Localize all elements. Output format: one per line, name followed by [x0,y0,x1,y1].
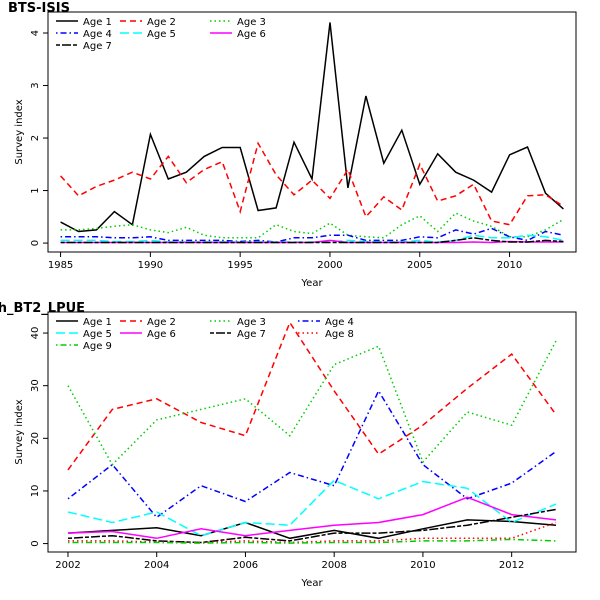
plot-box [47,11,577,253]
x-tick-label: 1990 [138,260,163,271]
x-tick-label: 2010 [497,260,522,271]
x-tick-label: 2012 [499,560,524,571]
y-tick-label: 4 [30,30,41,36]
legend-label: Age 4 [83,29,112,40]
legend-label: Age 8 [325,329,354,340]
y-tick-label: 1 [30,187,41,193]
x-tick-label: 2002 [55,560,80,571]
legend-label: Age 2 [147,317,176,328]
legend-label: Age 1 [83,17,112,28]
series-line-age-5 [60,234,564,243]
legend-label: Age 1 [83,317,112,328]
axis-ticks: 1985 1990 1995 2000 2005 2010 0 1 2 3 4 [30,30,522,271]
y-tick-label: 0 [30,540,41,546]
legend-label: Age 2 [147,17,176,28]
legend-label: Age 5 [147,29,176,40]
x-tick-label: 2010 [410,560,435,571]
x-axis-label: Year [300,278,323,289]
series-line-age-9 [68,538,557,544]
series-line-age-7 [60,237,564,244]
y-tick-label: 10 [30,485,41,498]
x-tick-label: 2004 [144,560,169,571]
series-line-age-1 [60,22,564,233]
y-tick-label: 0 [30,240,41,246]
series-line-age-2 [60,141,564,226]
y-tick-label: 30 [30,379,41,392]
y-axis-label: Survey index [14,399,25,464]
series-line-age-7 [67,508,557,544]
series-line-age-8 [68,521,557,544]
y-axis-label: Survey index [14,99,25,164]
legend-label: Age 6 [147,329,176,340]
series-line-age-3 [60,212,564,239]
x-tick-label: 2000 [317,260,342,271]
panel-title: ch_BT2_LPUE [0,301,85,316]
series-line-age-5 [67,479,557,537]
legend-label: Age 5 [83,329,112,340]
legend-label: Age 3 [237,17,266,28]
series-lines [67,320,557,544]
axis-ticks: 2002 2004 2006 2008 2010 2012 0 10 20 30 40 [30,327,524,571]
plot-box [47,311,577,553]
x-tick-label: 1985 [48,260,73,271]
x-tick-label: 2006 [233,560,258,571]
series-line-age-6 [67,496,557,540]
legend-label: Age 7 [237,329,266,340]
panel-title: BTS-ISIS [8,1,70,16]
x-tick-label: 1995 [227,260,252,271]
x-tick-label: 2008 [321,560,346,571]
legend-label: Age 6 [237,29,266,40]
series-lines [60,22,564,244]
y-tick-label: 3 [30,82,41,88]
legend-label: Age 4 [325,317,354,328]
series-line-age-4 [60,227,564,243]
panel-bts-isis: BTS-ISIS Year Survey index 1985 1990 1995 2… [8,1,577,289]
legend: Age 1 Age 2 Age 3 Age 4 Age 5 Age 6 Age 7 Age 8… [56,317,354,352]
y-tick-label: 20 [30,432,41,445]
panel-ch-bt2-lpue: ch_BT2_LPUE Year Survey index 2002200420… [0,301,577,589]
series-line-age-1 [67,519,557,540]
legend-label: Age 7 [83,41,112,52]
legend-label: Age 9 [83,341,112,352]
legend: Age 1 Age 2 Age 3 Age 4 Age 5 Age 6 Age 7 [56,17,266,52]
series-line-age-4 [67,389,557,519]
x-axis-label: Year [300,578,323,589]
series-line-age-2 [67,320,557,471]
y-tick-label: 40 [30,327,41,340]
legend-label: Age 3 [237,317,266,328]
x-tick-label: 2005 [407,260,432,271]
y-tick-label: 2 [30,135,41,141]
